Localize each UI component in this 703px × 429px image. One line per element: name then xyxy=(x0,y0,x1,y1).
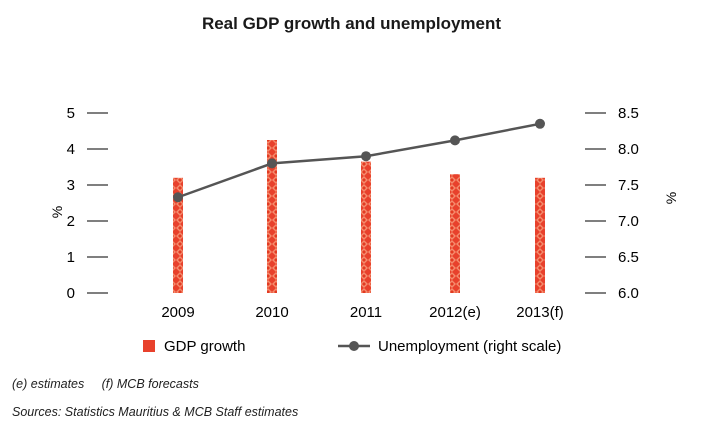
footnote-estimates: (e) estimates xyxy=(12,377,85,391)
right-axis-label: % xyxy=(663,192,679,204)
sources-note: Sources: Statistics Mauritius & MCB Staf… xyxy=(12,405,299,419)
legend-gdp-label: GDP growth xyxy=(164,338,245,355)
right-tick-label: 8.0 xyxy=(618,141,639,158)
left-tick-label: 0 xyxy=(67,285,75,302)
right-tick-label: 7.0 xyxy=(618,213,639,230)
x-axis-labels: 2009 2010 2011 2012(e) 2013(f) xyxy=(161,304,563,321)
gdp-bar xyxy=(173,177,183,293)
x-tick-label: 2009 xyxy=(161,304,194,321)
footnote-legend: (e) estimates (f) MCB forecasts xyxy=(12,377,199,391)
right-y-axis: 6.0 6.5 7.0 7.5 8.0 8.5 xyxy=(585,105,639,302)
unemployment-point xyxy=(267,158,277,169)
unemployment-point xyxy=(173,192,183,203)
left-tick-label: 3 xyxy=(67,177,75,194)
left-tick-label: 1 xyxy=(67,249,75,266)
unemployment-point xyxy=(535,118,545,129)
unemployment-line xyxy=(173,118,545,203)
gdp-bar xyxy=(267,140,277,293)
chart-title: Real GDP growth and unemployment xyxy=(201,14,502,33)
legend-unemployment-marker xyxy=(349,341,359,351)
gdp-bar xyxy=(361,161,371,293)
gdp-bars xyxy=(173,140,545,293)
x-tick-label: 2013(f) xyxy=(516,304,564,321)
unemployment-point xyxy=(450,135,460,146)
right-tick-label: 6.5 xyxy=(618,249,639,266)
x-tick-label: 2012(e) xyxy=(429,304,481,321)
legend-gdp-swatch xyxy=(143,340,155,352)
left-tick-label: 4 xyxy=(67,141,75,158)
left-y-axis: 0 1 2 3 4 5 xyxy=(67,105,108,302)
legend: GDP growth Unemployment (right scale) xyxy=(143,338,561,355)
right-tick-label: 7.5 xyxy=(618,177,639,194)
gdp-bar xyxy=(450,174,460,293)
legend-unemployment-label: Unemployment (right scale) xyxy=(378,338,561,355)
x-tick-label: 2010 xyxy=(255,304,288,321)
unemployment-polyline xyxy=(177,122,541,199)
right-tick-label: 6.0 xyxy=(618,285,639,302)
left-tick-label: 5 xyxy=(67,105,75,122)
gdp-bar xyxy=(535,177,545,293)
left-axis-label: % xyxy=(49,206,65,218)
unemployment-point xyxy=(361,151,371,162)
x-tick-label: 2011 xyxy=(350,304,382,321)
right-tick-label: 8.5 xyxy=(618,105,639,122)
footnote-forecasts: (f) MCB forecasts xyxy=(101,377,199,391)
left-tick-label: 2 xyxy=(67,213,75,230)
